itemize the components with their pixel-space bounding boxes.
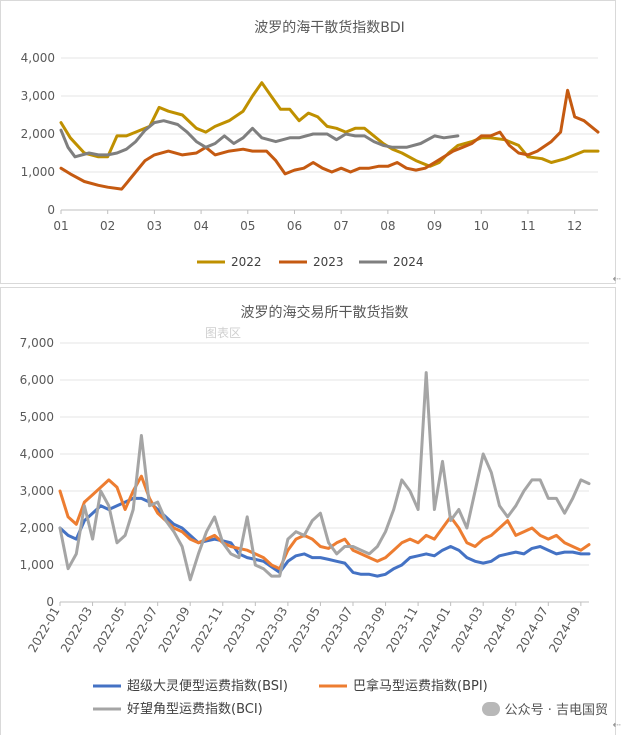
wechat-icon [481, 701, 500, 716]
bdi-chart: 波罗的海干散货指数BDI 0 1,000 2,000 3,000 4,000 01 02 03 0… [21, 19, 600, 269]
series-line-1 [58, 496, 591, 578]
x-tick-label: 04 [193, 219, 208, 233]
y-tick-label: 5,000 [20, 410, 54, 424]
x-tick-label: 2023-05 [286, 605, 323, 655]
y-tick-label: 3,000 [20, 484, 54, 498]
x-tick-label: 2024-01 [416, 605, 453, 655]
x-tick-label: 2024-03 [449, 605, 486, 655]
x-tick-label: 11 [520, 219, 535, 233]
x-tick-label: 2022-11 [188, 605, 225, 655]
y-tick-label: 3,000 [21, 89, 55, 103]
baltic-indices-chart-panel: 图表区 波罗的海交易所干散货指数 0 1,000 2,000 3,000 4,000 5,00… [0, 287, 616, 735]
x-tick-label: 2023-03 [253, 605, 290, 655]
legend-label-3: 好望角型运费指数(BCI) [127, 701, 263, 717]
y-tick-label: 6,000 [20, 373, 54, 387]
chart-title: 波罗的海交易所干散货指数 [241, 304, 409, 321]
y-tick-label: 2,000 [21, 127, 55, 141]
x-tick-label: 2022-09 [156, 605, 193, 655]
y-tick-label: 1,000 [20, 558, 54, 572]
x-tick-label: 05 [240, 219, 255, 233]
legend-label-1: 2022 [231, 255, 262, 269]
series-line-3 [59, 119, 460, 159]
x-tick-label: 2023-11 [383, 605, 420, 655]
chart-area-overlay: 图表区 [205, 326, 241, 340]
y-tick-label: 1,000 [21, 165, 55, 179]
chart-title: 波罗的海干散货指数BDI [254, 19, 405, 36]
x-tick-label: 2023-09 [351, 605, 388, 655]
x-tick-label: 06 [287, 219, 302, 233]
x-tick-label: 03 [147, 219, 162, 233]
watermark-text: 公众号 · 吉电国贸 [504, 703, 608, 718]
x-tick-label: 2022-01 [25, 605, 62, 655]
x-tick-label: 2022-05 [91, 605, 128, 655]
series-line-3 [58, 371, 591, 582]
y-tick-label: 2,000 [20, 521, 54, 535]
x-tick-label: 12 [567, 219, 582, 233]
y-tick-label: 4,000 [21, 51, 55, 65]
y-tick-label: 7,000 [20, 336, 54, 350]
panel-resize-handle-2[interactable]: ⇠ [612, 720, 621, 731]
x-tick-label: 09 [427, 219, 442, 233]
legend-label-3: 2024 [393, 255, 424, 269]
y-tick-label: 0 [47, 203, 55, 217]
legend-label-2: 2023 [313, 255, 344, 269]
y-tick-label: 4,000 [20, 447, 54, 461]
x-tick-label: 2024-09 [546, 605, 583, 655]
x-tick-label: 08 [380, 219, 395, 233]
x-tick-label: 10 [474, 219, 489, 233]
x-tick-label: 07 [334, 219, 349, 233]
wechat-watermark: 公众号 · 吉电国贸 [481, 699, 608, 718]
legend-label-2: 巴拿马型运费指数(BPI) [353, 678, 488, 694]
series-line-2 [59, 88, 600, 191]
x-tick-label: 2023-01 [221, 605, 258, 655]
x-tick-label: 2024-05 [481, 605, 518, 655]
x-tick-label: 2022-07 [123, 605, 160, 655]
legend-label-1: 超级大灵便型运费指数(BSI) [127, 679, 288, 694]
panel-resize-handle[interactable]: ⇠ [612, 274, 621, 285]
x-tick-label: 02 [100, 219, 115, 233]
series-line-1 [59, 81, 600, 168]
x-tick-label: 2024-07 [514, 605, 551, 655]
x-tick-label: 2022-03 [58, 605, 95, 655]
x-tick-label: 01 [53, 219, 68, 233]
bdi-chart-panel: 波罗的海干散货指数BDI 0 1,000 2,000 3,000 4,000 01 02 03 0… [0, 0, 616, 284]
x-tick-label: 2023-07 [318, 605, 355, 655]
y-tick-label: 0 [46, 595, 54, 609]
